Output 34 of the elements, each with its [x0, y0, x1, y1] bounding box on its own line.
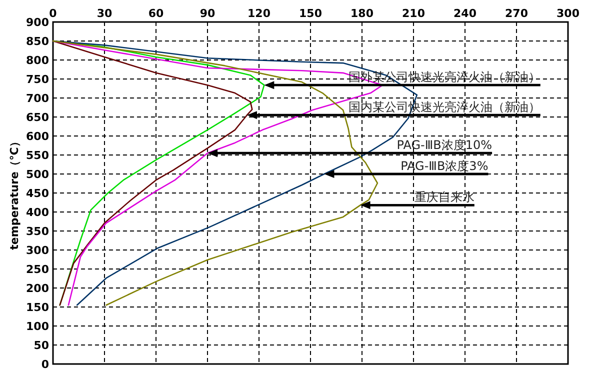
x-tick-label: 240 — [454, 7, 477, 20]
y-tick-label: 850 — [26, 35, 50, 48]
y-tick-label: 400 — [26, 206, 50, 219]
x-tick-label: 150 — [299, 7, 322, 20]
y-tick-label: 250 — [26, 263, 50, 276]
y-tick-label: 300 — [26, 244, 50, 257]
y-tick-label: 900 — [26, 16, 50, 29]
x-tick-label: 210 — [402, 7, 426, 20]
x-tick-label: 270 — [505, 7, 528, 20]
x-tick-label: 120 — [248, 7, 271, 20]
y-tick-label: 700 — [26, 92, 50, 105]
y-tick-label: 600 — [26, 130, 50, 143]
y-tick-label: 500 — [26, 168, 50, 181]
annotation: 重庆自来水 — [414, 190, 474, 204]
y-tick-label: 100 — [26, 320, 50, 333]
y-tick-label: 50 — [34, 339, 50, 352]
y-tick-label: 350 — [26, 225, 50, 238]
y-tick-label: 550 — [26, 149, 50, 162]
y-tick-label: 450 — [26, 187, 50, 200]
y-tick-label: 200 — [26, 282, 50, 295]
y-tick-label: 750 — [26, 73, 50, 86]
x-tick-label: 180 — [350, 7, 374, 20]
x-tick-label: 60 — [148, 7, 164, 20]
x-tick-label: 90 — [200, 7, 216, 20]
y-tick-label: 150 — [26, 301, 50, 314]
x-tick-label: 0 — [49, 7, 58, 20]
y-tick-label: 650 — [26, 111, 50, 124]
annotation: PAG-ⅢB浓度10% — [396, 138, 492, 152]
x-tick-label: 30 — [96, 7, 112, 20]
y-tick-label: 0 — [41, 358, 50, 371]
y-axis-title: temperature（℃） — [8, 136, 21, 250]
x-tick-label: 300 — [556, 7, 580, 20]
y-tick-label: 800 — [26, 54, 50, 67]
annotation: PAG-ⅢB浓度3% — [400, 159, 488, 173]
